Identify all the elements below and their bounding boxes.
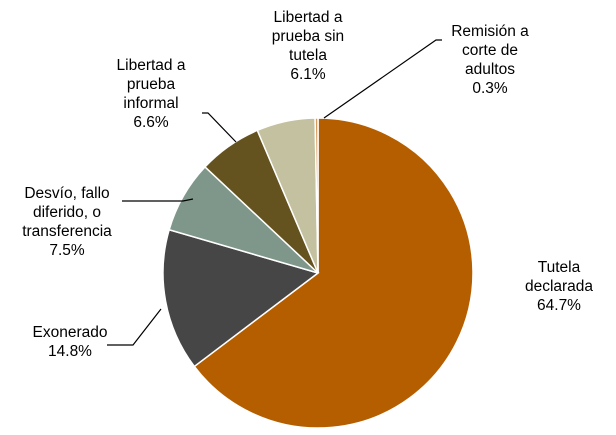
category-label-line: Libertad a — [274, 9, 343, 26]
category-label-line: informal — [123, 95, 178, 112]
slice-tutela-declarada — [193, 117, 474, 429]
category-label-line: prueba sin — [272, 28, 344, 45]
leader-line-exonerado — [107, 308, 162, 346]
value-label: 64.7% — [537, 297, 581, 314]
category-label-line: Exonerado — [33, 324, 108, 341]
category-label-line: declarada — [525, 278, 593, 295]
value-label: 6.6% — [133, 114, 169, 131]
leader-line-desvio-fallo-diferido-o-transferencia — [122, 198, 194, 202]
label-exonerado: Exonerado 14.8% — [33, 324, 108, 360]
slice-exonerado — [162, 228, 320, 368]
category-label-line: Remisión a — [451, 23, 529, 40]
category-label-line: prueba — [127, 76, 176, 93]
value-label: 14.8% — [48, 343, 92, 360]
label-remision-a-corte-de-adultos: Remisión a corte de adultos 0.3% — [451, 23, 529, 97]
label-libertad-a-prueba-sin-tutela: Libertad a prueba sin tutela 6.1% — [272, 9, 344, 83]
category-label-line: corte de — [462, 42, 518, 59]
label-libertad-a-prueba-informal: Libertad a prueba informal 6.6% — [117, 57, 186, 131]
category-label-line: adultos — [465, 61, 515, 78]
slice-labels: Tutela declarada 64.7% Exonerado 14.8% Desvío… — [22, 9, 593, 360]
category-label-line: tutela — [289, 47, 327, 64]
leader-line-libertad-a-prueba-informal — [202, 112, 237, 143]
leader-lines — [107, 39, 442, 346]
leader-line-remision-a-corte-de-adultos — [323, 39, 442, 119]
value-label: 7.5% — [49, 242, 85, 259]
value-label: 0.3% — [472, 80, 508, 97]
value-label: 6.1% — [290, 66, 326, 83]
category-label-line: Tutela — [538, 259, 581, 276]
pie-slices — [162, 117, 474, 429]
slice-remision-a-corte-de-adultos — [314, 117, 319, 274]
label-desvio-fallo-diferido-o-transferencia: Desvío, fallo diferido, o transferencia 7.5… — [22, 185, 112, 259]
label-tutela-declarada: Tutela declarada 64.7% — [525, 259, 593, 314]
category-label-line: diferido, o — [33, 204, 101, 221]
category-label-line: Desvío, fallo — [24, 185, 109, 202]
category-label-line: Libertad a — [117, 57, 186, 74]
category-label-line: transferencia — [22, 223, 112, 240]
